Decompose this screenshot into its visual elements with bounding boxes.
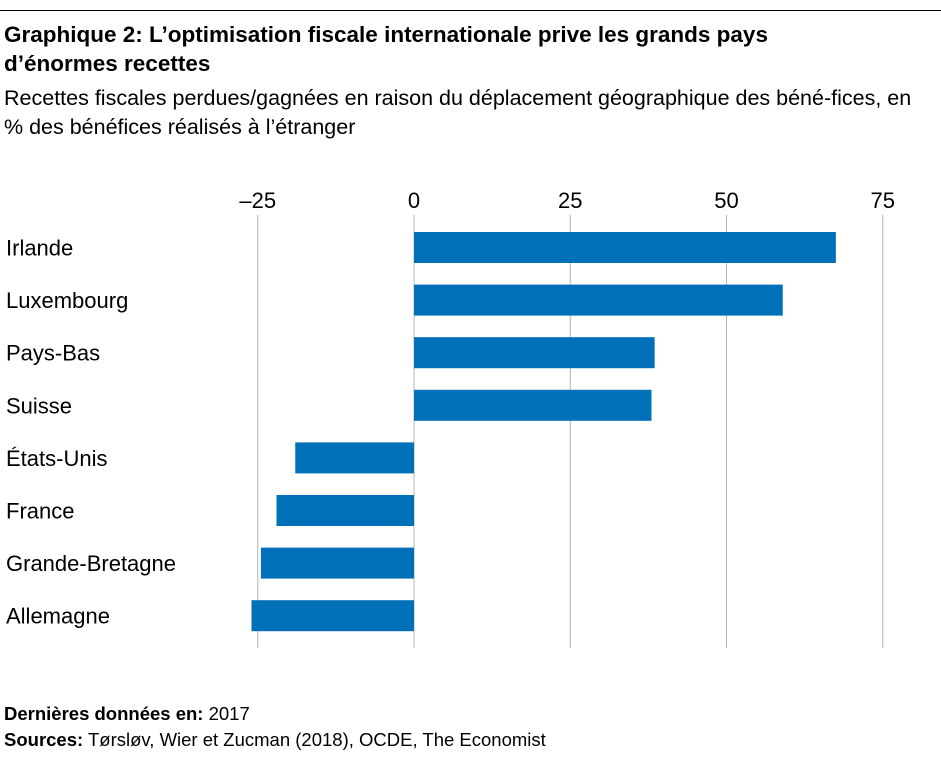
category-label: France [6,499,74,524]
x-tick-labels: –25 0 25 50 75 [239,188,895,213]
footer-latest-data: Dernières données en: 2017 [4,703,250,725]
category-label: Pays-Bas [6,341,100,366]
latest-data-label: Dernières données en: [4,703,204,724]
category-label: Grande-Bretagne [6,551,176,576]
bar [414,284,783,316]
bar-chart: –25 0 25 50 75 Irlande Luxembourg Pays-Bas Suis… [6,188,895,648]
bar [414,389,652,421]
category-label: Luxembourg [6,288,128,313]
category-label: États-Unis [6,446,107,471]
latest-data-value: 2017 [208,703,250,724]
category-labels: Irlande Luxembourg Pays-Bas Suisse États-Uni… [6,236,176,629]
category-label: Irlande [6,236,73,261]
footer-sources: Sources: Tørsløv, Wier et Zucman (2018),… [4,729,546,751]
bar [414,337,655,369]
chart-subtitle: Recettes fiscales perdues/gagnées en rai… [4,86,912,139]
bars [251,232,836,632]
bar [251,600,414,632]
category-label: Suisse [6,393,72,418]
x-tick-label: 75 [871,188,895,213]
bar [260,547,414,579]
sources-value: Tørsløv, Wier et Zucman (2018), OCDE, Th… [87,729,546,750]
x-tick-label: –25 [239,188,276,213]
category-label: Allemagne [6,604,110,629]
chart-title: Graphique 2: L’optimisation fiscale inte… [4,22,768,76]
grid-lines [257,215,884,648]
x-tick-label: 25 [558,188,582,213]
bar [295,442,414,474]
x-tick-label: 0 [408,188,420,213]
x-tick-label: 50 [714,188,738,213]
bar [414,232,836,263]
sources-label: Sources: [4,729,84,750]
bar [276,495,414,526]
top-rule [0,10,941,11]
